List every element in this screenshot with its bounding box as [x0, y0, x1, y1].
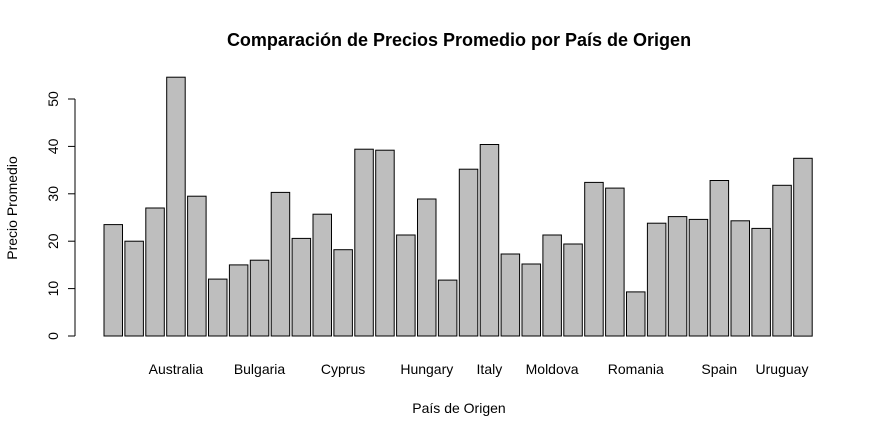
bar	[270, 191, 291, 337]
x-tick-label: Australia	[149, 361, 204, 377]
x-axis-tick-labels: Australia Bulgaria Cyprus Hungary Italy Moldo…	[149, 361, 809, 377]
bar	[479, 144, 500, 337]
bar	[500, 253, 521, 337]
y-tick-label: 0	[45, 332, 61, 340]
bar	[667, 216, 688, 337]
bar	[563, 243, 583, 337]
bar	[166, 76, 186, 337]
bar	[772, 184, 792, 337]
x-axis-label: País de Origen	[412, 400, 505, 416]
y-tick-label: 10	[45, 281, 61, 297]
bar	[709, 180, 730, 337]
x-tick-label: Cyprus	[321, 361, 365, 377]
x-tick-label: Romania	[608, 361, 664, 377]
x-tick-label: Italy	[477, 361, 503, 377]
x-tick-label: Spain	[701, 361, 737, 377]
x-tick-label: Moldova	[526, 361, 579, 377]
bar	[730, 220, 750, 337]
bar	[542, 234, 562, 337]
bar	[103, 224, 123, 337]
y-tick-label: 40	[45, 138, 61, 154]
bar	[584, 181, 604, 337]
bar	[521, 263, 541, 337]
bar	[793, 157, 813, 337]
y-tick-label: 20	[45, 233, 61, 249]
y-tick-label: 50	[45, 91, 61, 107]
bar	[646, 222, 667, 337]
x-tick-label: Bulgaria	[234, 361, 286, 377]
x-tick-label: Uruguay	[756, 361, 809, 377]
bar	[187, 195, 207, 337]
bar	[228, 264, 249, 337]
y-axis: 0 10 20 30 40 50	[45, 91, 76, 340]
bar	[333, 249, 353, 337]
bar	[605, 187, 625, 337]
bar	[145, 207, 165, 337]
bar	[751, 227, 771, 337]
chart-title: Comparación de Precios Promedio por País…	[227, 30, 691, 50]
bar	[437, 279, 458, 337]
bar	[417, 198, 437, 337]
bar	[458, 168, 479, 337]
bar	[354, 148, 374, 337]
bars-group	[103, 76, 813, 337]
bar	[626, 291, 646, 337]
bar	[312, 213, 332, 337]
bar	[396, 234, 416, 337]
y-axis-label: Precio Promedio	[4, 156, 20, 260]
bar	[375, 149, 395, 337]
bar	[124, 240, 144, 337]
bar	[249, 259, 270, 337]
bar	[208, 278, 228, 337]
bar	[688, 218, 709, 337]
x-tick-label: Hungary	[400, 361, 453, 377]
y-tick-label: 30	[45, 186, 61, 202]
bar	[291, 237, 312, 337]
